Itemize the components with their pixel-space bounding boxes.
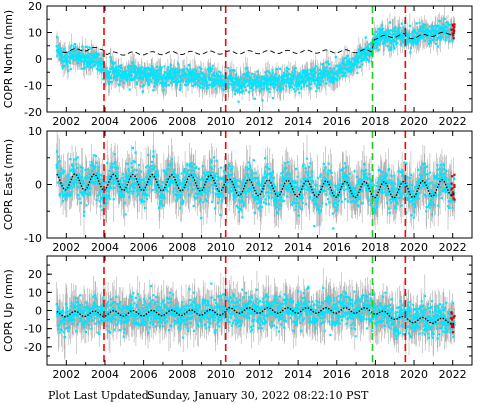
x-tick-label: 2020 [400,115,428,128]
x-tick-label: 2012 [246,368,274,381]
x-tick-label: 2016 [323,368,351,381]
recent-point [453,23,456,26]
recent-point [453,183,456,187]
data-layer [55,267,456,360]
y-tick-label: 10 [28,286,42,299]
x-tick-label: 2004 [91,241,119,254]
x-tick-label: 2004 [91,368,119,381]
x-tick-label: 2018 [361,241,389,254]
x-tick-label: 2022 [439,241,467,254]
recent-point [452,37,455,40]
y-tick-label: -10 [24,80,42,93]
y-tick-label: 10 [28,125,42,138]
recent-point [451,23,454,26]
error-bars [56,6,455,111]
recent-point [449,317,453,320]
recent-point [450,312,453,315]
footer-label: Plot Last Updated: [48,389,152,402]
x-tick-label: 2010 [207,368,235,381]
recent-point [451,318,454,321]
recent-point [453,185,456,189]
x-tick-label: 2020 [400,241,428,254]
y-axis-label: COPR East (mm) [2,139,15,230]
x-tick-label: 2006 [130,115,158,128]
x-tick-label: 2020 [400,368,428,381]
x-tick-label: 2010 [207,241,235,254]
data-points [55,146,456,230]
x-tick-label: 2016 [323,241,351,254]
panel-1: 2002 2004 2006 2008 2010 2012 2014 2016 2018 2020… [2,0,473,128]
x-tick-label: 2008 [168,115,196,128]
y-axis-label: COPR Up (mm) [2,269,15,352]
x-tick-label: 2012 [246,115,274,128]
x-tick-label: 2008 [168,241,196,254]
data-layer [55,131,456,238]
y-tick-label: 20 [28,268,42,281]
y-tick-label: 20 [28,0,42,13]
recent-point [450,322,453,325]
model-line [62,31,455,56]
panel-2: 2002 2004 2006 2008 2010 2012 2014 2016 2018 2020… [2,125,473,254]
recent-point [452,331,455,334]
y-tick-label: -20 [24,341,42,354]
recent-point [450,28,453,31]
recent-point [453,314,456,318]
x-tick-label: 2022 [439,368,467,381]
recent-point [451,194,454,197]
x-tick-label: 2022 [439,115,467,128]
x-tick-label: 2014 [284,241,312,254]
recent-point [452,30,455,33]
model-line [56,307,455,325]
data-layer [55,6,456,111]
x-tick-label: 2006 [130,368,158,381]
x-tick-label: 2016 [323,115,351,128]
x-tick-label: 2002 [52,241,80,254]
x-tick-label: 2014 [284,115,312,128]
x-tick-label: 2004 [91,115,119,128]
x-tick-label: 2008 [168,368,196,381]
x-tick-label: 2010 [207,115,235,128]
x-tick-label: 2002 [52,115,80,128]
recent-point [450,182,453,185]
y-axis-label: COPR North (mm) [2,10,15,108]
recent-point [451,191,454,194]
data-points [55,17,456,103]
recent-point [451,187,454,190]
x-tick-label: 2014 [284,368,312,381]
recent-point [452,326,455,329]
y-tick-label: -20 [24,106,42,119]
recent-point [452,316,455,319]
recent-point [450,175,454,178]
model-line [56,173,456,199]
x-tick-label: 2012 [246,241,274,254]
recent-point [452,24,455,27]
x-tick-label: 2018 [361,115,389,128]
x-tick-label: 2002 [52,368,80,381]
footer-timestamp: Sunday, January 30, 2022 08:22:10 PST [147,389,369,402]
y-tick-label: 0 [35,53,42,66]
panel-3: 2002 2004 2006 2008 2010 2012 2014 2016 2018 2020… [2,255,473,381]
y-tick-label: 10 [28,27,42,40]
x-tick-label: 2018 [361,368,389,381]
y-tick-label: -10 [24,232,42,245]
y-tick-label: -10 [24,323,42,336]
recent-point [451,28,454,31]
recent-point [453,198,456,201]
recent-point [453,173,456,176]
recent-point [450,325,454,329]
recent-point [452,323,455,327]
x-tick-label: 2006 [130,241,158,254]
recent-point [451,32,454,35]
recent-point [452,197,455,200]
y-tick-label: 0 [35,179,42,192]
recent-point [453,26,456,29]
recent-point [452,34,455,37]
data-points [55,282,456,340]
y-tick-label: 0 [35,305,42,318]
